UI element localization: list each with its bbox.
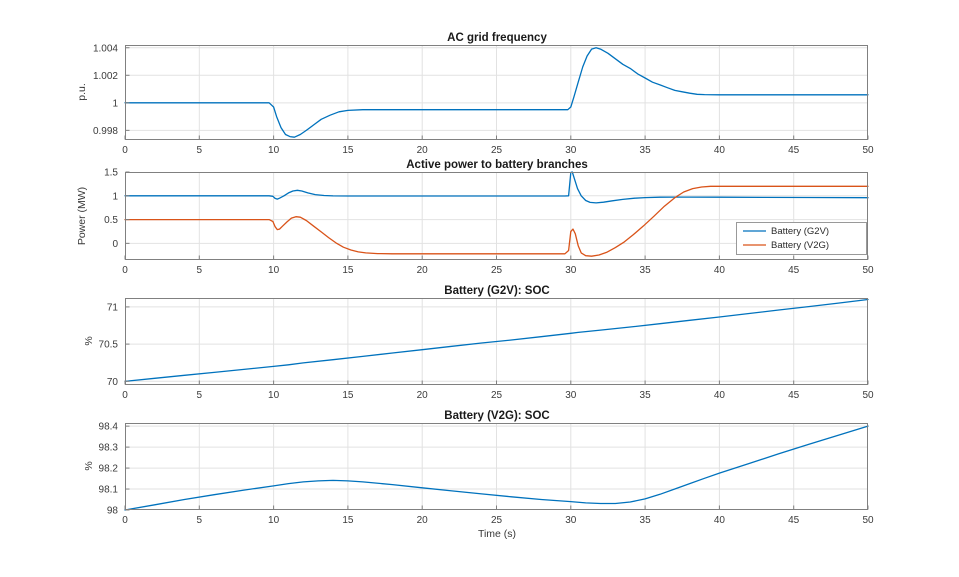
y-axis-label-pu: p.u. [76, 83, 88, 101]
y-axis-label-power: Power (MW) [76, 186, 88, 246]
x-axis-label-time: Time (s) [477, 528, 517, 540]
x-tick-label: 35 [640, 145, 652, 156]
x-tick-label: 40 [714, 145, 726, 156]
x-tick-label: 10 [268, 265, 280, 276]
x-tick-label: 0 [122, 145, 128, 156]
x-tick-label: 20 [417, 515, 429, 526]
chart-title-g2v-soc: Battery (G2V): SOC [444, 285, 550, 297]
y-tick-label: 1 [112, 191, 118, 202]
x-tick-label: 5 [197, 515, 203, 526]
y-tick-label: 98 [107, 506, 119, 517]
chart-title-v2g-soc: Battery (V2G): SOC [444, 410, 550, 422]
x-tick-label: 30 [565, 145, 577, 156]
y-tick-label: 70 [107, 377, 119, 388]
y-tick-label: 70.5 [99, 340, 119, 351]
x-tick-label: 45 [788, 145, 800, 156]
legend-entry-label: Battery (V2G) [771, 240, 829, 251]
series-line [124, 425, 869, 511]
x-tick-label: 40 [714, 515, 726, 526]
chart-title-frequency: AC grid frequency [447, 32, 547, 44]
x-tick-label: 35 [640, 265, 652, 276]
y-tick-label: 98.4 [99, 422, 119, 433]
x-tick-label: 5 [197, 265, 203, 276]
x-tick-label: 30 [565, 265, 577, 276]
x-tick-label: 45 [788, 390, 800, 401]
x-tick-label: 30 [565, 515, 577, 526]
x-tick-label: 25 [491, 145, 503, 156]
y-tick-label: 98.1 [99, 485, 119, 496]
x-tick-label: 50 [862, 390, 874, 401]
x-tick-label: 15 [342, 265, 354, 276]
x-tick-label: 35 [640, 515, 652, 526]
y-tick-label: 0.998 [93, 126, 118, 137]
x-tick-label: 40 [714, 265, 726, 276]
x-tick-label: 0 [122, 390, 128, 401]
x-tick-label: 50 [862, 515, 874, 526]
y-axis-label-pct-2: % [83, 461, 95, 471]
x-tick-label: 0 [122, 515, 128, 526]
y-tick-label: 1 [112, 98, 118, 109]
y-tick-label: 98.2 [99, 464, 119, 475]
x-tick-label: 35 [640, 390, 652, 401]
x-tick-label: 50 [862, 145, 874, 156]
y-tick-label: 1.004 [93, 43, 118, 54]
x-tick-label: 0 [122, 265, 128, 276]
y-axis-label-pct-1: % [83, 336, 95, 346]
x-tick-label: 15 [342, 390, 354, 401]
y-tick-label: 1.5 [104, 168, 118, 179]
x-tick-label: 10 [268, 515, 280, 526]
y-tick-label: 98.3 [99, 443, 119, 454]
x-tick-label: 25 [491, 390, 503, 401]
legend-entry-label: Battery (G2V) [771, 226, 829, 237]
x-tick-label: 40 [714, 390, 726, 401]
y-tick-label: 1.002 [93, 71, 118, 82]
x-tick-label: 45 [788, 515, 800, 526]
x-tick-label: 5 [197, 145, 203, 156]
x-tick-label: 25 [491, 265, 503, 276]
series-line [124, 298, 869, 382]
y-tick-label: 0.5 [104, 215, 118, 226]
y-tick-label: 71 [107, 302, 119, 313]
series-line [124, 47, 869, 138]
x-tick-label: 20 [417, 265, 429, 276]
series-line [124, 185, 869, 257]
x-tick-label: 10 [268, 390, 280, 401]
x-tick-label: 20 [417, 145, 429, 156]
x-tick-label: 15 [342, 145, 354, 156]
legend-box [736, 222, 867, 255]
x-tick-label: 45 [788, 265, 800, 276]
x-tick-label: 10 [268, 145, 280, 156]
y-tick-label: 0 [112, 239, 118, 250]
chart-title-active-power: Active power to battery branches [406, 159, 588, 171]
x-tick-label: 5 [197, 390, 203, 401]
x-tick-label: 15 [342, 515, 354, 526]
x-tick-label: 25 [491, 515, 503, 526]
x-tick-label: 30 [565, 390, 577, 401]
x-tick-label: 50 [862, 265, 874, 276]
x-tick-label: 20 [417, 390, 429, 401]
